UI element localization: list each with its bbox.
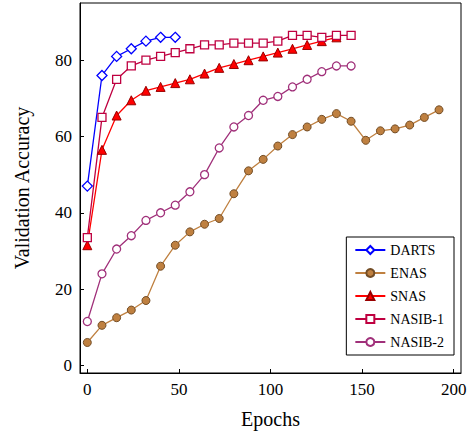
svg-text:Validation Accuracy: Validation Accuracy bbox=[11, 107, 34, 270]
svg-text:ENAS: ENAS bbox=[390, 266, 427, 281]
svg-text:0: 0 bbox=[83, 380, 92, 399]
svg-text:150: 150 bbox=[349, 380, 375, 399]
svg-text:50: 50 bbox=[170, 380, 187, 399]
svg-text:60: 60 bbox=[55, 127, 72, 146]
svg-text:NASIB-2: NASIB-2 bbox=[390, 335, 444, 350]
svg-text:100: 100 bbox=[258, 380, 284, 399]
svg-text:SNAS: SNAS bbox=[390, 289, 426, 304]
svg-text:DARTS: DARTS bbox=[390, 243, 435, 258]
svg-text:200: 200 bbox=[441, 380, 467, 399]
svg-text:NASIB-1: NASIB-1 bbox=[390, 312, 444, 327]
svg-text:80: 80 bbox=[55, 51, 72, 70]
svg-text:0: 0 bbox=[64, 356, 73, 375]
svg-text:20: 20 bbox=[55, 280, 72, 299]
svg-text:40: 40 bbox=[55, 203, 72, 222]
svg-text:Epochs: Epochs bbox=[241, 408, 300, 431]
